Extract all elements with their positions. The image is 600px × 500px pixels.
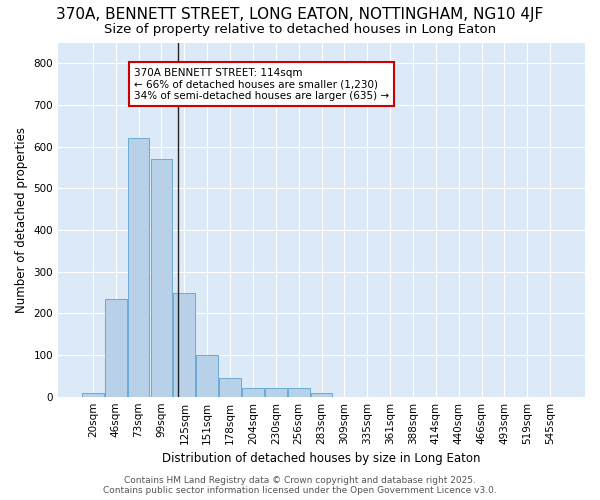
- Y-axis label: Number of detached properties: Number of detached properties: [15, 126, 28, 312]
- Bar: [105, 299, 127, 396]
- Bar: [151, 159, 172, 396]
- Text: Contains HM Land Registry data © Crown copyright and database right 2025.
Contai: Contains HM Land Registry data © Crown c…: [103, 476, 497, 495]
- Bar: [288, 388, 310, 396]
- X-axis label: Distribution of detached houses by size in Long Eaton: Distribution of detached houses by size …: [162, 452, 481, 465]
- Text: 370A BENNETT STREET: 114sqm
← 66% of detached houses are smaller (1,230)
34% of : 370A BENNETT STREET: 114sqm ← 66% of det…: [134, 68, 389, 100]
- Bar: [311, 392, 332, 396]
- Bar: [173, 292, 195, 397]
- Bar: [219, 378, 241, 396]
- Bar: [82, 392, 104, 396]
- Text: Size of property relative to detached houses in Long Eaton: Size of property relative to detached ho…: [104, 22, 496, 36]
- Bar: [196, 355, 218, 397]
- Bar: [242, 388, 264, 396]
- Bar: [265, 388, 287, 396]
- Bar: [128, 138, 149, 396]
- Text: 370A, BENNETT STREET, LONG EATON, NOTTINGHAM, NG10 4JF: 370A, BENNETT STREET, LONG EATON, NOTTIN…: [56, 8, 544, 22]
